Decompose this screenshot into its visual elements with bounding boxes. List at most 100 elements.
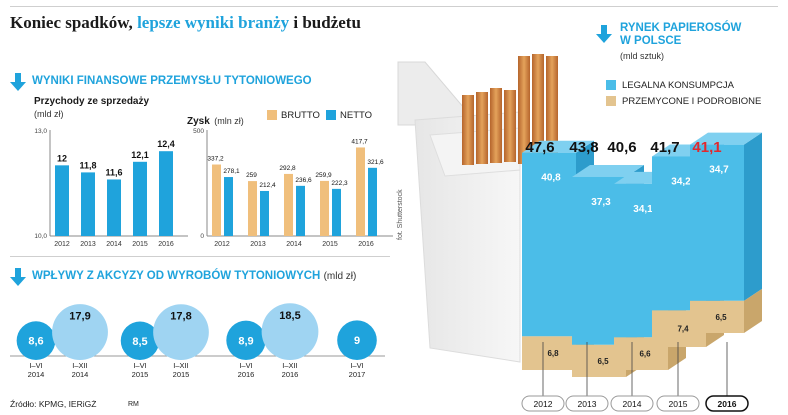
top-rule [10, 6, 778, 7]
revenue-ytick-top: 13,0 [34, 128, 47, 135]
profit-value-label: 321,6 [367, 159, 384, 166]
revenue-xtick-label: 2014 [106, 241, 122, 248]
author-initials: RM [128, 401, 139, 408]
excise-period-label: I–VI [29, 361, 42, 370]
page-title: Koniec spadków, lepsze wyniki branży i b… [10, 13, 361, 32]
revenue-value-label: 12,4 [157, 139, 175, 149]
legend-legal-swatch [606, 80, 616, 90]
revenue-bar [159, 151, 173, 236]
legal-side-face [744, 132, 762, 301]
profit-bar-netto [260, 190, 269, 236]
excise-value-label: 8,5 [132, 336, 147, 348]
year-label: 2014 [623, 399, 642, 409]
excise-value-label: 17,8 [170, 311, 191, 323]
excise-year-label: 2016 [238, 370, 255, 379]
total-value-label: 40,6 [607, 139, 636, 156]
revenue-xtick-label: 2013 [80, 241, 96, 248]
year-pill [656, 395, 700, 412]
legal-value-label: 34,7 [709, 165, 729, 176]
excise-circle [120, 321, 160, 361]
profit-bar-brutto [284, 173, 293, 236]
section-divider [10, 256, 390, 257]
excise-circle [337, 320, 377, 361]
revenue-unit: (mld zł) [34, 109, 64, 119]
revenue-value-label: 11,8 [79, 160, 96, 170]
excise-circle [153, 304, 209, 360]
legal-bar [690, 144, 744, 301]
total-value-label: 43,8 [569, 139, 598, 156]
year-label: 2013 [578, 399, 597, 409]
legal-value-label: 37,3 [591, 197, 611, 208]
smuggled-value-label: 6,5 [715, 313, 727, 322]
excise-circle [52, 304, 108, 360]
year-pill [610, 395, 654, 412]
profit-value-label: 236,6 [295, 177, 312, 184]
revenue-xtick-label: 2015 [132, 241, 148, 248]
smuggled-side-face [744, 288, 762, 333]
revenue-title: Przychody ze sprzedaży [34, 96, 150, 107]
total-value-label: 41,7 [650, 139, 679, 156]
excise-circle [226, 320, 266, 360]
revenue-xtick-label: 2016 [158, 241, 174, 248]
revenue-ytick-bottom: 10,0 [34, 233, 47, 240]
smuggled-value-label: 6,5 [597, 357, 609, 366]
excise-period-label: I–XII [173, 361, 188, 370]
smuggled-bar [522, 336, 576, 370]
profit-value-label: 259,9 [315, 172, 332, 179]
profit-value-label: 259 [246, 172, 257, 179]
revenue-bar [81, 172, 95, 236]
revenue-bar [107, 179, 121, 236]
total-value-label: 41,1 [692, 139, 721, 156]
market-unit: (mld sztuk) [620, 51, 665, 61]
excise-value-label: 8,9 [238, 335, 253, 347]
revenue-value-label: 12 [57, 153, 67, 163]
excise-value-label: 9 [354, 335, 360, 347]
down-arrow-icon [10, 73, 26, 91]
profit-value-label: 212,4 [259, 182, 276, 189]
excise-period-label: I–XII [282, 361, 297, 370]
revenue-xtick-label: 2012 [54, 241, 70, 248]
legal-top-face [690, 132, 762, 145]
legal-top-face [522, 140, 594, 153]
profit-xtick-label: 2016 [358, 241, 374, 248]
profit-value-label: 292,8 [279, 165, 296, 172]
revenue-value-label: 12,1 [131, 150, 149, 160]
profit-xtick-label: 2014 [286, 241, 302, 248]
source-note: Źródło: KPMG, IERiGŻ [10, 399, 97, 409]
excise-year-label: 2014 [72, 370, 89, 379]
excise-year-label: 2017 [349, 370, 366, 379]
revenue-bar [133, 161, 147, 236]
excise-period-label: I–XII [72, 361, 87, 370]
excise-period-label: I–VI [133, 361, 146, 370]
revenue-bar [55, 165, 69, 236]
excise-circle [261, 303, 319, 360]
smuggled-value-label: 7,4 [677, 325, 689, 334]
excise-circle [16, 321, 56, 360]
legend-brutto-swatch [267, 110, 277, 120]
profit-ytick-bottom: 0 [200, 233, 204, 240]
smuggled-bar [690, 300, 744, 333]
excise-period-label: I–VI [350, 361, 363, 370]
section-financial-title: WYNIKI FINANSOWE PRZEMYSŁU TYTONIOWEGO [32, 75, 312, 87]
year-pill [565, 395, 609, 412]
legend-smuggled-swatch [606, 96, 616, 106]
legend-netto-label: NETTO [340, 110, 373, 121]
legal-value-label: 34,1 [633, 204, 653, 215]
year-label: 2012 [534, 399, 553, 409]
profit-value-label: 337,2 [207, 156, 224, 163]
legend-brutto-label: BRUTTO [281, 110, 320, 121]
profit-value-label: 278,1 [223, 168, 240, 175]
legend-netto-swatch [326, 110, 336, 120]
excise-year-label: 2015 [173, 370, 190, 379]
section-excise-title: WPŁYWY Z AKCYZY OD WYROBÓW TYTONIOWYCH (… [32, 270, 357, 282]
legal-value-label: 40,8 [541, 173, 561, 184]
profit-xtick-label: 2012 [214, 241, 230, 248]
down-arrow-icon-excise [10, 268, 26, 286]
profit-bar-netto [368, 167, 377, 236]
excise-chart: 8,6I–VI201417,9I–XII20148,5I–VI201517,8I… [10, 303, 385, 379]
legend-smuggled-label: PRZEMYCONE I PODROBIONE [622, 96, 762, 107]
